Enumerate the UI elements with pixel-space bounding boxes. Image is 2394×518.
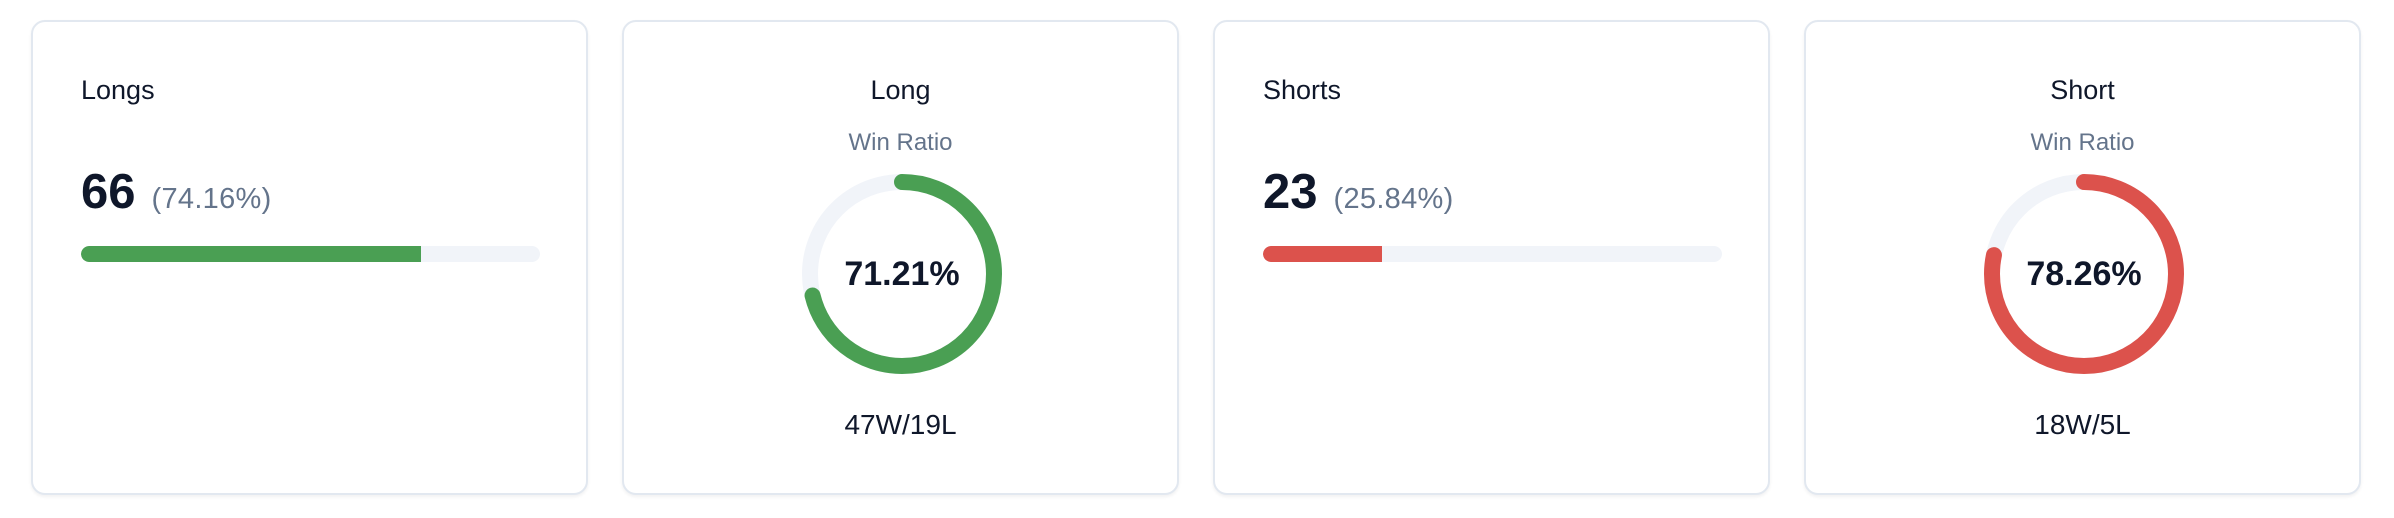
long-win-ratio-card: Long Win Ratio 71.21% 47W/19L	[622, 20, 1179, 495]
card-title: Shorts	[1263, 75, 1342, 105]
count-row: 66 (74.16%)	[81, 162, 272, 222]
donut-chart	[1984, 174, 2184, 374]
card-title: Short	[2050, 75, 2115, 105]
donut-chart	[802, 174, 1002, 374]
card-subtitle: Win Ratio	[848, 129, 953, 156]
progress-bar-fill	[1263, 246, 1382, 262]
longs-count-card: Longs 66 (74.16%)	[31, 20, 588, 495]
win-ratio-donut: 71.21%	[802, 174, 1002, 374]
win-loss-record: 47W/19L	[844, 409, 957, 440]
count-value: 23	[1263, 165, 1318, 219]
count-value: 66	[81, 165, 136, 219]
win-ratio-value: 78.26%	[2026, 254, 2142, 293]
card-title: Longs	[81, 75, 155, 105]
win-ratio-value: 71.21%	[844, 254, 960, 293]
count-row: 23 (25.84%)	[1263, 162, 1454, 222]
short-win-ratio-card: Short Win Ratio 78.26% 18W/5L	[1804, 20, 2361, 495]
shorts-count-card: Shorts 23 (25.84%)	[1213, 20, 1770, 495]
card-title: Long	[870, 75, 931, 105]
count-percent: (74.16%)	[151, 183, 272, 215]
progress-bar	[1263, 246, 1722, 262]
win-ratio-donut: 78.26%	[1984, 174, 2184, 374]
win-loss-record: 18W/5L	[2034, 409, 2131, 440]
progress-bar	[81, 246, 540, 262]
count-percent: (25.84%)	[1333, 183, 1454, 215]
card-subtitle: Win Ratio	[2030, 129, 2135, 156]
donut-arc	[1984, 174, 2184, 374]
progress-bar-fill	[81, 246, 422, 262]
donut-arc	[802, 174, 1002, 374]
